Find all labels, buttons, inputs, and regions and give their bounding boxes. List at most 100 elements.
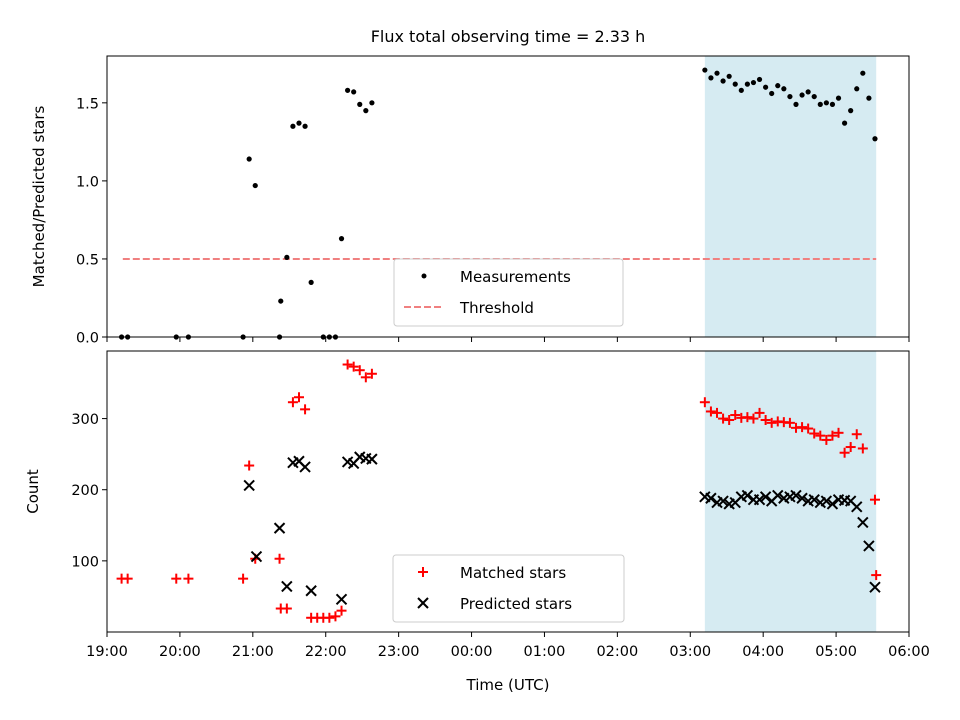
bottom-axis-ticks: 100 200 300 19:00 20:00 21:00 22:00 23:00 00:00 0… xyxy=(71,412,930,660)
predicted-point-b xyxy=(299,461,311,473)
predicted-point-b xyxy=(863,540,875,552)
shaded-interval xyxy=(704,56,877,337)
predicted-point xyxy=(366,453,378,465)
predicted-point-b xyxy=(243,479,255,492)
matched-point xyxy=(839,447,850,458)
predicted-point-b xyxy=(759,491,772,503)
matched-point xyxy=(845,442,856,453)
x-tick-label: 01:00 xyxy=(524,644,566,660)
measurement-point xyxy=(817,101,823,107)
measurement-point xyxy=(363,108,369,114)
predicted-point xyxy=(851,501,863,513)
matched-point xyxy=(730,410,741,421)
predicted-point-b xyxy=(826,498,839,510)
measurement-point xyxy=(357,101,363,107)
predicted-point xyxy=(705,492,717,504)
measurement-point xyxy=(854,86,860,92)
predicted-point-b xyxy=(281,580,293,593)
predicted-point xyxy=(857,516,869,529)
matched-point xyxy=(784,417,795,428)
matched-point xyxy=(760,415,771,426)
matched-point xyxy=(699,397,710,408)
top-axes-frame xyxy=(106,55,910,338)
measurement-point xyxy=(732,81,738,87)
matched-point xyxy=(244,460,255,471)
y-tick-label: 1.5 xyxy=(76,96,99,112)
measurement-point xyxy=(805,89,811,95)
bottom-axes-frame xyxy=(106,350,910,633)
predicted-point xyxy=(335,593,348,605)
matched-point xyxy=(857,443,868,454)
measurement-point xyxy=(284,254,290,260)
measurement-point xyxy=(823,100,829,106)
bottom-y-axis-label: Count xyxy=(24,469,42,514)
predicted-point xyxy=(753,493,766,506)
predicted-point xyxy=(281,580,293,593)
measurement-point xyxy=(787,93,793,100)
measurement-point xyxy=(246,156,252,162)
predicted-point xyxy=(820,495,833,507)
predicted-point-b xyxy=(741,489,754,502)
matched-point xyxy=(851,429,862,440)
y-tick-label: 100 xyxy=(71,554,99,570)
x-tick-label: 05:00 xyxy=(815,644,857,660)
matched-point xyxy=(754,407,765,418)
x-tick-label: 00:00 xyxy=(451,644,493,660)
x-tick-label: 03:00 xyxy=(669,644,711,660)
measurement-point xyxy=(302,123,308,129)
bottom-legend: Matched stars Predicted stars xyxy=(392,554,625,623)
x-axis-label: Time (UTC) xyxy=(466,676,550,694)
measurement-point xyxy=(750,79,757,86)
measurement-point xyxy=(708,75,714,81)
top-legend-box xyxy=(393,258,624,327)
count-panel: 100 200 300 19:00 20:00 21:00 22:00 23:00 00:00 0… xyxy=(24,350,930,694)
measurement-point xyxy=(769,90,775,97)
matched-point xyxy=(274,553,285,564)
top-legend: Measurements Threshold xyxy=(393,258,624,327)
predicted-point-b xyxy=(796,492,808,504)
predicted-point xyxy=(243,479,255,492)
x-tick-label: 19:00 xyxy=(86,644,128,660)
predicted-point-b xyxy=(705,492,717,504)
measurement-point xyxy=(720,78,726,84)
predicted-point-b xyxy=(354,451,366,463)
measurement-point xyxy=(308,279,314,285)
predicted-point xyxy=(869,581,881,593)
measurement-point xyxy=(296,120,302,126)
predicted-point xyxy=(299,461,311,473)
y-tick-label: 200 xyxy=(71,483,99,499)
predicted-point xyxy=(741,489,754,502)
matched-point xyxy=(287,397,298,408)
legend-predicted-marker xyxy=(417,597,429,609)
matched-point xyxy=(171,573,182,584)
measurement-point xyxy=(775,83,781,89)
predicted-point xyxy=(796,492,808,504)
measurement-point xyxy=(866,95,872,101)
predicted-point xyxy=(717,495,729,507)
matched-point xyxy=(281,603,292,614)
matched-point xyxy=(122,573,133,584)
matched-point xyxy=(183,573,194,584)
predicted-point xyxy=(250,550,263,563)
x-tick-label: 22:00 xyxy=(305,644,347,660)
predicted-point xyxy=(305,585,317,597)
predicted-point-b xyxy=(772,489,784,502)
y-tick-label: 300 xyxy=(71,412,99,428)
x-tick-label: 21:00 xyxy=(232,644,274,660)
measurement-point xyxy=(702,67,708,73)
matched-point xyxy=(833,427,844,438)
figure-title: Flux total observing time = 2.33 h xyxy=(371,27,646,46)
predicted-point xyxy=(808,493,820,506)
predicted-point-b xyxy=(753,493,766,506)
top-axis-ticks: 0.0 0.5 1.0 1.5 xyxy=(76,96,910,347)
predicted-point-b xyxy=(820,495,833,507)
legend-measurement-marker xyxy=(421,273,427,279)
matched-point xyxy=(348,361,359,372)
legend-matched-glyph xyxy=(418,567,428,577)
predicted-point-b xyxy=(869,581,881,593)
measurement-point xyxy=(811,93,817,100)
matched-point xyxy=(809,428,820,439)
matched-point xyxy=(797,422,808,433)
legend-matched-marker xyxy=(418,567,428,577)
y-tick-label: 0.0 xyxy=(76,331,99,347)
